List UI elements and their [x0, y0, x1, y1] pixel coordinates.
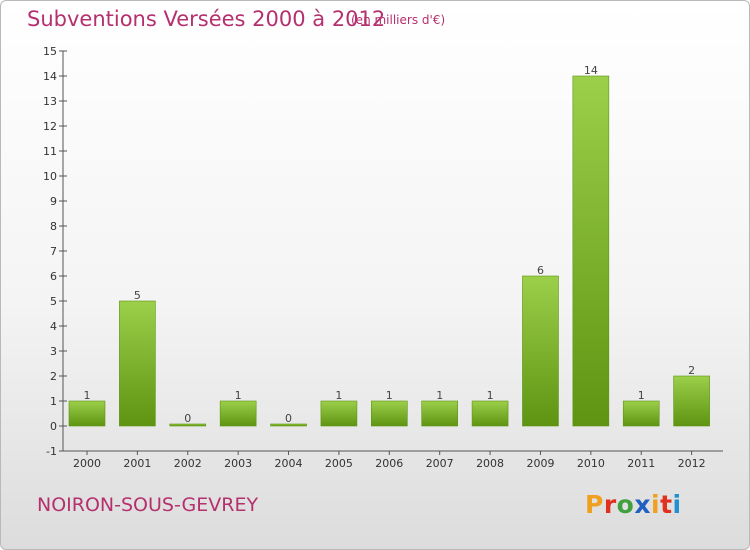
bar — [68, 400, 106, 427]
logo-letter: t — [660, 490, 673, 519]
logo-letter: x — [634, 490, 651, 519]
bar — [119, 300, 156, 427]
y-tick-label: 12 — [43, 120, 57, 133]
y-tick-label: 0 — [50, 420, 57, 433]
y-tick-label: -1 — [46, 445, 57, 458]
bar — [219, 400, 257, 427]
bar-value-label: 1 — [335, 389, 342, 402]
y-tick-label: 6 — [50, 270, 57, 283]
commune-name: NOIRON-SOUS-GEVREY — [37, 494, 259, 516]
y-tick-label: 8 — [50, 220, 57, 233]
bar — [522, 275, 559, 427]
bar — [371, 400, 408, 427]
x-tick-label: 2012 — [678, 457, 706, 470]
logo-letter: i — [651, 490, 661, 519]
bar-value-label: 1 — [638, 389, 645, 402]
y-tick-label: 2 — [50, 370, 57, 383]
bar-value-label: 5 — [134, 289, 141, 302]
x-tick-label: 2001 — [123, 457, 151, 470]
x-tick-label: 2002 — [174, 457, 202, 470]
x-tick-label: 2000 — [73, 457, 101, 470]
y-tick-label: 7 — [50, 245, 57, 258]
bar-value-label: 0 — [285, 412, 292, 425]
bar — [471, 400, 509, 427]
bar-value-label: 1 — [235, 389, 242, 402]
logo-letter: o — [616, 490, 635, 519]
bar-value-label: 1 — [487, 389, 494, 402]
y-tick-label: 1 — [50, 395, 57, 408]
bar-value-label: 1 — [436, 389, 443, 402]
x-tick-label: 2003 — [224, 457, 252, 470]
bar-value-label: 0 — [184, 412, 191, 425]
bar — [169, 423, 207, 427]
bar — [673, 375, 710, 427]
bar — [320, 400, 358, 427]
bar — [270, 423, 307, 427]
y-tick-label: 3 — [50, 345, 57, 358]
logo-letter: r — [603, 490, 617, 519]
proxiti-logo[interactable]: Proxiti — [585, 490, 682, 519]
y-tick-label: 4 — [50, 320, 57, 333]
bar-value-label: 2 — [688, 364, 695, 377]
y-tick-label: 15 — [43, 45, 57, 58]
y-tick-label: 9 — [50, 195, 57, 208]
y-tick-label: 11 — [43, 145, 57, 158]
bar-value-label: 6 — [537, 264, 544, 277]
x-tick-label: 2006 — [375, 457, 403, 470]
x-tick-label: 2008 — [476, 457, 504, 470]
y-tick-label: 13 — [43, 95, 57, 108]
chart-title: Subventions Versées 2000 à 2012 — [27, 7, 386, 31]
bar — [421, 400, 458, 427]
bar-value-label: 1 — [84, 389, 91, 402]
logo-letter: P — [585, 490, 604, 519]
chart-unit-note: (en milliers d'€) — [351, 13, 446, 27]
y-tick-label: 5 — [50, 295, 57, 308]
x-tick-label: 2009 — [526, 457, 554, 470]
x-tick-label: 2007 — [426, 457, 454, 470]
logo-letter: i — [672, 490, 682, 519]
y-tick-label: 14 — [43, 70, 57, 83]
x-tick-label: 2010 — [577, 457, 605, 470]
x-tick-label: 2004 — [275, 457, 303, 470]
bar-value-label: 14 — [584, 64, 598, 77]
bar-value-label: 1 — [386, 389, 393, 402]
y-tick-label: 10 — [43, 170, 57, 183]
bar — [572, 75, 610, 427]
bar — [622, 400, 660, 427]
x-tick-label: 2005 — [325, 457, 353, 470]
x-tick-label: 2011 — [627, 457, 655, 470]
